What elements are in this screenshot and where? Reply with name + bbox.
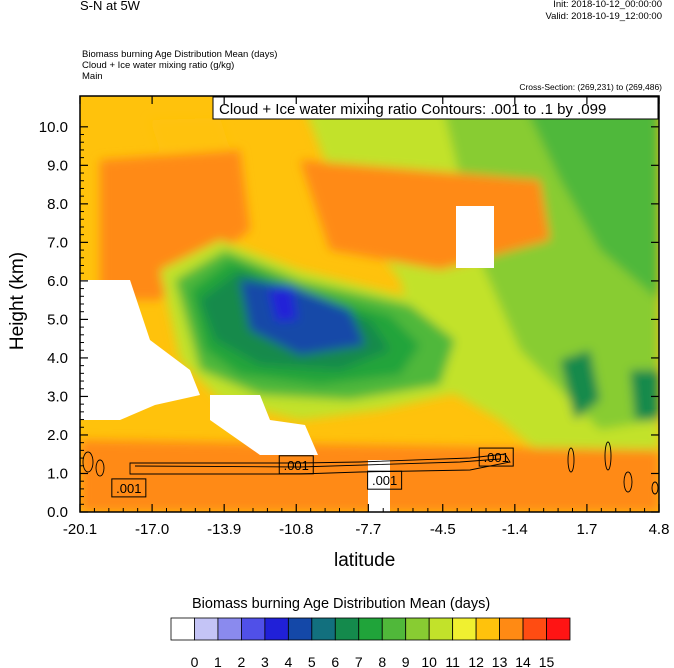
- y-tick-label: 0.0: [47, 504, 68, 521]
- colorbar-tick-label: 15: [539, 654, 555, 668]
- contour-label: .001: [372, 473, 397, 488]
- valid-time-label: Valid: 2018-10-19_12:00:00: [545, 11, 662, 22]
- colorbar-tick-label: 12: [468, 654, 484, 668]
- field-name-2: Cloud + Ice water mixing ratio (g/kg): [82, 60, 235, 71]
- y-axis-label: Height (km): [7, 251, 28, 351]
- x-tick-label: -1.4: [502, 521, 528, 538]
- y-tick-label: 2.0: [47, 427, 68, 444]
- colorbar-swatch: [546, 617, 571, 641]
- colorbar-tick-label: 14: [515, 654, 531, 668]
- x-tick-label: 4.8: [649, 521, 670, 538]
- colorbar-swatch: [452, 617, 477, 641]
- colorbar-swatch: [311, 617, 336, 641]
- colorbar-tick-label: 4: [284, 654, 292, 668]
- contour-label-box: [278, 455, 314, 475]
- y-tick-label: 5.0: [47, 311, 68, 328]
- colorbar-swatch: [499, 617, 524, 641]
- colorbar-swatch: [287, 617, 313, 641]
- colorbar-swatch: [334, 617, 360, 641]
- colorbar-swatch: [428, 617, 454, 641]
- colorbar-swatch: [194, 617, 219, 641]
- colorbar-swatch: [264, 617, 289, 641]
- y-tick-label: 8.0: [47, 196, 68, 213]
- x-tick-label: 1.7: [576, 521, 597, 538]
- colorbar-tick-label: 2: [238, 654, 246, 668]
- cross-section-label: Cross-Section: (269,231) to (269,486): [519, 82, 662, 92]
- colorbar-tick-label: 5: [308, 654, 316, 668]
- colorbar-tick-label: 1: [214, 654, 222, 668]
- y-tick-label: 3.0: [47, 388, 68, 405]
- y-tick-label: 7.0: [47, 234, 68, 251]
- x-tick-label: -20.1: [63, 521, 97, 538]
- x-tick-label: -17.0: [135, 521, 169, 538]
- chart-title: Cloud + Ice water mixing ratio Contours:…: [219, 101, 606, 118]
- contour-label-box: [478, 447, 514, 467]
- colorbar-tick-label: 13: [492, 654, 508, 668]
- colorbar-tick-label: 8: [378, 654, 386, 668]
- field-name-3: Main: [82, 71, 103, 82]
- contour-label: .001: [116, 481, 141, 496]
- y-tick-label: 9.0: [47, 157, 68, 174]
- colorbar-swatch: [475, 617, 500, 641]
- x-tick-label: -10.8: [279, 521, 313, 538]
- contour-label-box: [111, 478, 147, 498]
- contour-label: .001: [484, 450, 509, 465]
- chart-title-box: [212, 96, 659, 120]
- x-axis-label: latitude: [334, 550, 396, 571]
- colorbar-swatch: [241, 617, 266, 641]
- init-time-label: Init: 2018-10-12_00:00:00: [553, 0, 662, 10]
- colorbar-swatch: [170, 617, 195, 641]
- colorbar-swatch: [405, 617, 430, 641]
- x-tick-label: -4.5: [430, 521, 456, 538]
- colorbar-tick-label: 11: [445, 654, 460, 668]
- y-tick-label: 4.0: [47, 350, 68, 367]
- colorbar-tick-label: 0: [191, 654, 199, 668]
- x-tick-label: -13.9: [207, 521, 241, 538]
- heatmap-field: [80, 96, 659, 512]
- colorbar-swatch: [381, 617, 407, 641]
- contour-label-box: [367, 470, 403, 490]
- colorbar-swatch: [217, 617, 242, 641]
- colorbar-swatch: [358, 617, 383, 641]
- colorbar-tick-label: 7: [355, 654, 363, 668]
- y-tick-label: 10.0: [39, 119, 68, 136]
- contour-label: .001: [284, 458, 309, 473]
- x-tick-label: -7.7: [355, 521, 381, 538]
- plot-title: S-N at 5W: [80, 0, 140, 13]
- colorbar-tick-label: 3: [261, 654, 269, 668]
- field-name-1: Biomass burning Age Distribution Mean (d…: [82, 49, 278, 60]
- y-tick-label: 6.0: [47, 273, 68, 290]
- y-tick-label: 1.0: [47, 465, 68, 482]
- colorbar-title: Biomass burning Age Distribution Mean (d…: [192, 596, 491, 612]
- colorbar-swatch: [522, 617, 547, 641]
- colorbar-tick-label: 10: [421, 654, 437, 668]
- colorbar-tick-label: 6: [331, 654, 339, 668]
- colorbar-tick-label: 9: [402, 654, 410, 668]
